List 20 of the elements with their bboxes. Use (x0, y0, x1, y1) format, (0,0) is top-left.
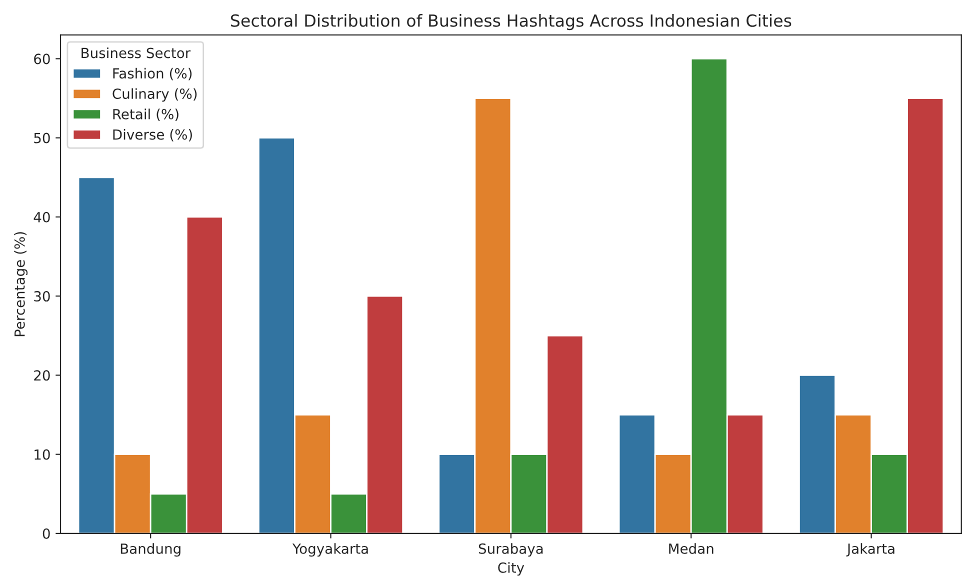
x-tick-label: Medan (669, 543, 714, 554)
x-tick-label: Yogyakarta (292, 543, 368, 557)
y-tick-label: 40 (34, 212, 50, 222)
y-tick-label: 10 (34, 449, 50, 460)
y-tick-label: 20 (34, 370, 50, 381)
y-axis-title: Percentage (%) (14, 232, 28, 336)
y-tick-label: 30 (34, 291, 50, 302)
legend-label: Fashion (%) (113, 68, 192, 80)
y-tick-label: 60 (34, 54, 50, 64)
legend-label: Retail (%) (113, 108, 178, 122)
legend-label: Diverse (%) (113, 129, 192, 142)
y-tick-label: 50 (34, 132, 50, 144)
x-tick-label: Surabaya (478, 543, 543, 557)
x-tick-label: Bandung (120, 543, 180, 557)
x-tick-label: Jakarta (846, 543, 894, 556)
y-tick-label: 0 (42, 528, 50, 539)
legend-label: Culinary (%) (112, 88, 197, 102)
x-axis-title: City (498, 562, 524, 576)
chart-title: Sectoral Distribution of Business Hashtags Across Indonesian Cities (230, 14, 792, 30)
legend-title: Business Sector (82, 47, 191, 58)
